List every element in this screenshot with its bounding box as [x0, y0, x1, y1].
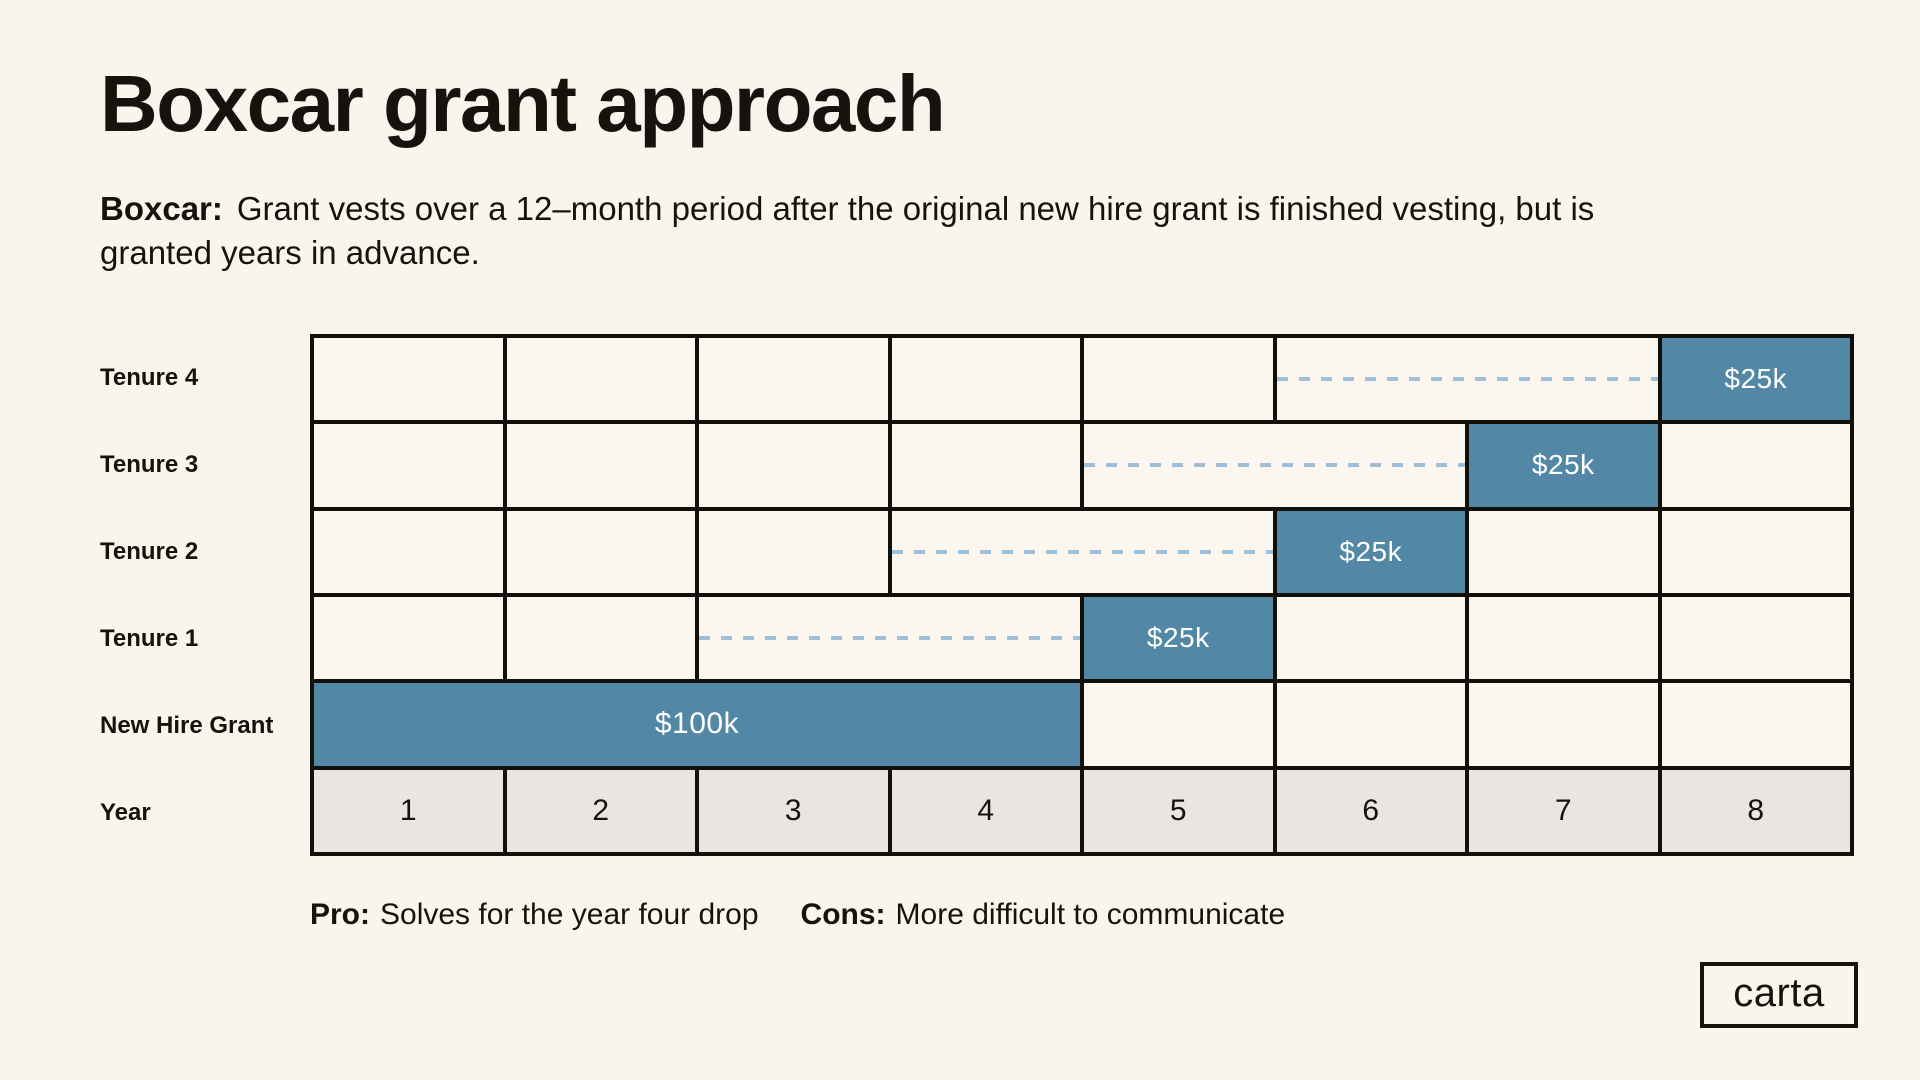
grid-cell-empty	[1661, 510, 1850, 593]
grid-cell-empty	[1084, 338, 1273, 421]
grid-cell-empty	[506, 597, 695, 680]
carta-logo-text: carta	[1733, 971, 1825, 1015]
grid-cell-empty	[891, 424, 1080, 507]
cons-label: Cons:	[800, 898, 886, 931]
year-number: 3	[784, 793, 802, 827]
grant-value-label: $25k	[1724, 363, 1788, 395]
subtitle-text: Grant vests over a 12–month period after…	[100, 190, 1595, 271]
row-label: Tenure 4	[100, 363, 199, 391]
grid-cell-empty	[1276, 683, 1465, 766]
year-cell: 3	[699, 769, 888, 852]
boxcar-vesting-chart: Tenure 4 Tenure 3 Tenure 2 Tenure 1 New Hire…	[100, 334, 1854, 856]
dashed-connector-line	[891, 549, 1273, 554]
advance-grant-cell	[1276, 338, 1658, 421]
pro-text: Solves for the year four drop	[380, 898, 759, 931]
grant-bar: $25k	[1276, 510, 1465, 593]
grid-cell-empty	[891, 338, 1080, 421]
year-number: 7	[1554, 793, 1572, 827]
grant-bar: $25k	[1661, 338, 1850, 421]
year-number: 1	[399, 793, 417, 827]
grid-cell-empty	[1469, 597, 1658, 680]
grid-cell-empty	[1276, 597, 1465, 680]
year-cell: 7	[1469, 769, 1658, 852]
year-cell: 1	[314, 769, 503, 852]
grid-cell-empty	[1661, 683, 1850, 766]
row-label: Tenure 2	[100, 537, 199, 565]
grid-cell-empty	[314, 510, 503, 593]
grid-cell-empty	[506, 338, 695, 421]
row-label: Tenure 1	[100, 624, 199, 652]
year-cell: 5	[1084, 769, 1273, 852]
grid-cell-empty	[699, 510, 888, 593]
carta-logo: carta	[1700, 962, 1858, 1028]
grant-bar: $25k	[1469, 424, 1658, 507]
grant-bar: $100k	[314, 683, 1080, 766]
page-title: Boxcar grant approach	[100, 59, 946, 148]
year-number: 4	[977, 793, 995, 827]
pro-label: Pro:	[310, 898, 370, 931]
row-label: New Hire Grant	[100, 711, 274, 739]
row-label: Year	[100, 798, 151, 826]
dashed-connector-line	[699, 636, 1080, 641]
grid-cell-empty	[699, 338, 888, 421]
grant-value-label: $25k	[1146, 622, 1210, 654]
year-number: 6	[1362, 793, 1380, 827]
grant-value-label: $100k	[654, 707, 740, 741]
advance-grant-cell	[699, 597, 1080, 680]
dashed-connector-line	[1084, 463, 1465, 468]
cons-text: More difficult to communicate	[895, 898, 1286, 931]
grid-cell-empty	[1661, 424, 1850, 507]
grant-value-label: $25k	[1531, 449, 1595, 481]
year-number: 2	[592, 793, 610, 827]
subtitle-lead: Boxcar:	[100, 190, 223, 227]
year-cell: 8	[1661, 769, 1850, 852]
row-labels-column: Tenure 4 Tenure 3 Tenure 2 Tenure 1 New Hire…	[100, 334, 310, 856]
subtitle: Boxcar: Grant vests over a 12–month perio…	[100, 187, 1710, 275]
vesting-grid: $25k $25k $25k $25k $100k 1 2 3 4 5 6 7 8	[310, 334, 1854, 856]
grid-cell-empty	[1469, 683, 1658, 766]
grid-cell-empty	[506, 424, 695, 507]
grid-cell-empty	[1469, 510, 1658, 593]
grid-cell-empty	[1084, 683, 1273, 766]
year-cell: 2	[506, 769, 695, 852]
advance-grant-cell	[1084, 424, 1465, 507]
year-number: 5	[1169, 793, 1187, 827]
grant-value-label: $25k	[1339, 535, 1403, 567]
row-label: Tenure 3	[100, 450, 199, 478]
grid-cell-empty	[1661, 597, 1850, 680]
grid-cell-empty	[699, 424, 888, 507]
grid-cell-empty	[314, 424, 503, 507]
grid-cell-empty	[506, 510, 695, 593]
year-cell: 6	[1276, 769, 1465, 852]
grid-cell-empty	[314, 597, 503, 680]
grid-cell-empty	[314, 338, 503, 421]
year-cell: 4	[891, 769, 1080, 852]
dashed-connector-line	[1276, 377, 1658, 382]
advance-grant-cell	[891, 510, 1273, 593]
pros-cons-note: Pro: Solves for the year four drop Cons:…	[310, 898, 1285, 932]
grant-bar: $25k	[1084, 597, 1273, 680]
year-number: 8	[1747, 793, 1765, 827]
